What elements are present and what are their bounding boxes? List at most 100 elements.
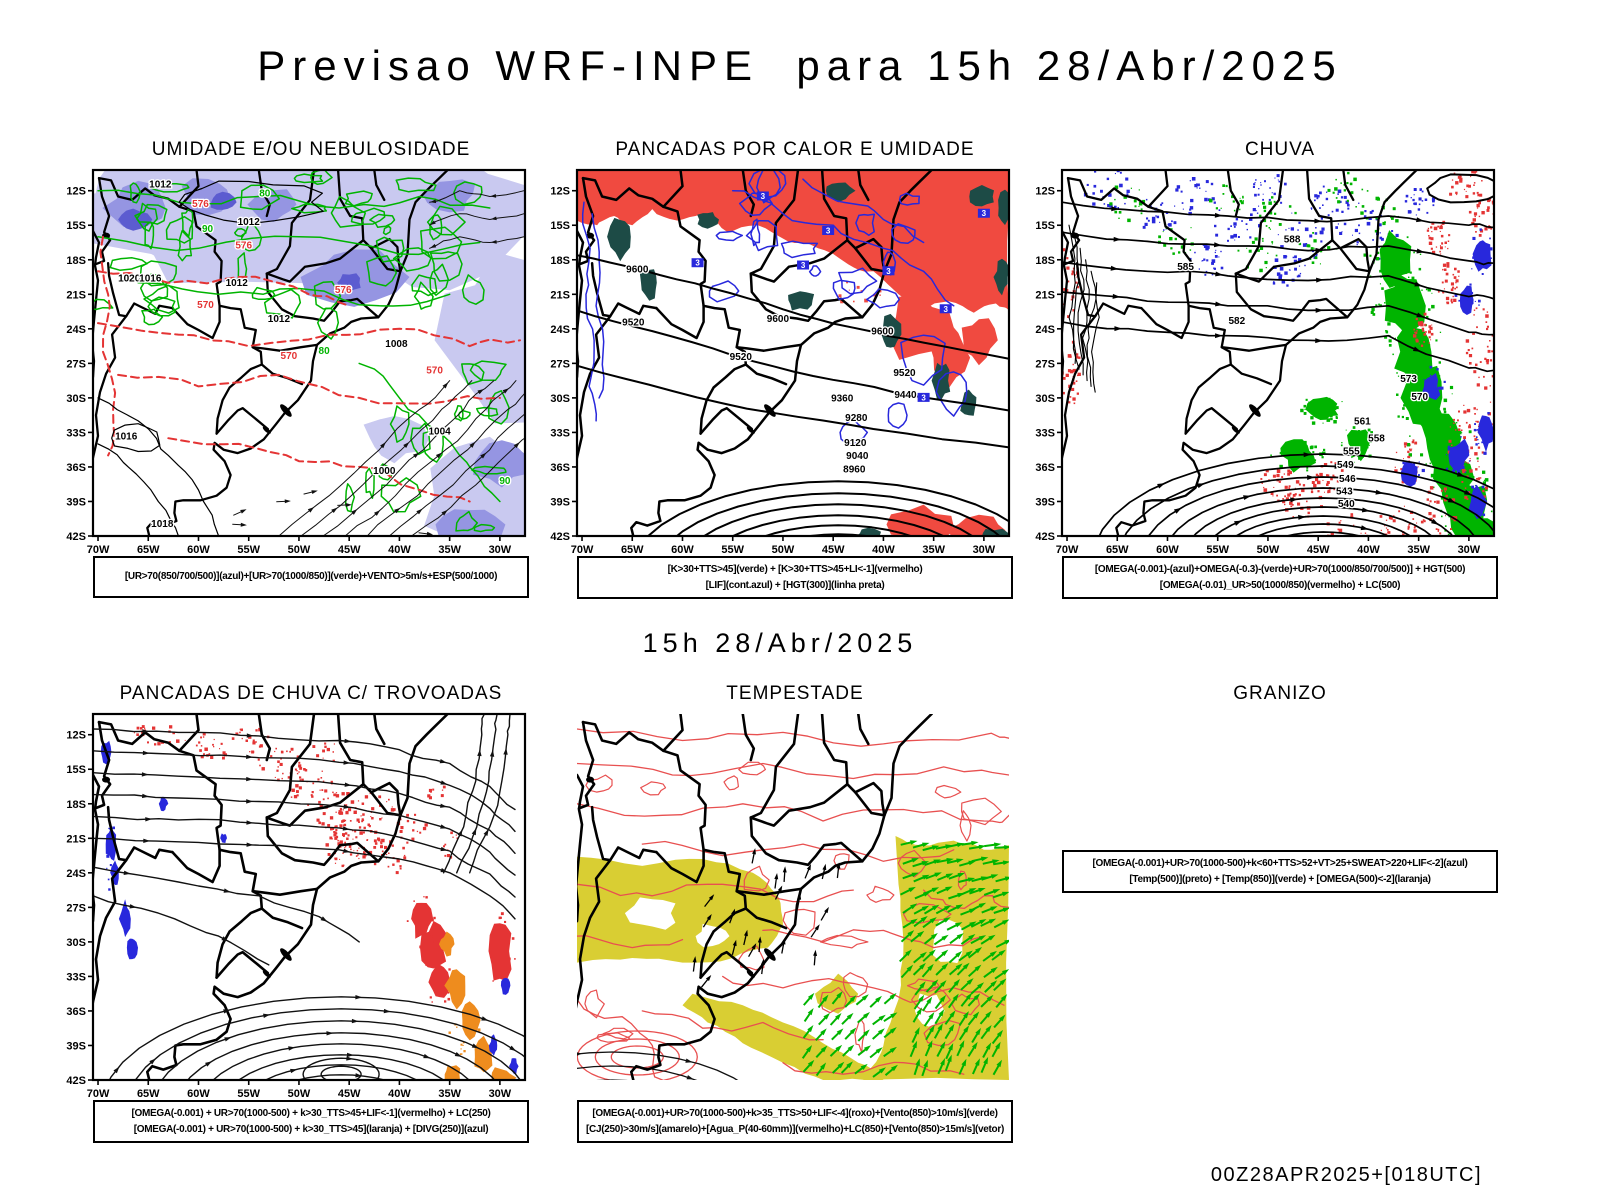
svg-text:33S: 33S <box>1035 427 1055 439</box>
svg-text:570: 570 <box>1411 392 1428 403</box>
panel-tempestade: TEMPESTADE [OMEGA(-0.001)+UR>70(1000-500… <box>547 682 1017 1143</box>
svg-text:1008: 1008 <box>385 339 408 350</box>
svg-text:40W: 40W <box>388 544 411 556</box>
svg-text:9520: 9520 <box>893 368 916 379</box>
svg-text:3: 3 <box>801 261 806 270</box>
legend-trovoadas: [OMEGA(-0.001) + UR>70(1000-500) + k>30_… <box>93 1100 529 1143</box>
panel-title-tempestade: TEMPESTADE <box>726 683 864 704</box>
svg-text:45W: 45W <box>338 544 361 556</box>
svg-text:27S: 27S <box>1035 358 1055 370</box>
svg-text:65W: 65W <box>137 1088 160 1100</box>
svg-text:30S: 30S <box>66 937 86 949</box>
panel-granizo: GRANIZO [OMEGA(-0.001)+UR>70(1000-500)+k… <box>1032 682 1502 893</box>
svg-text:39S: 39S <box>1035 496 1055 508</box>
svg-text:30W: 30W <box>1458 544 1481 556</box>
svg-text:65W: 65W <box>1106 544 1129 556</box>
map-trovoadas: 70W 65W 60W 55W 50W 45W 40W 35W 30W 12S 15S 18S 21S 2… <box>66 712 527 1100</box>
svg-text:1016: 1016 <box>115 431 138 442</box>
legend-line: [UR>70(850/700/500)](azul)+[UR>70(1000/8… <box>124 571 498 583</box>
svg-text:42S: 42S <box>66 1075 86 1087</box>
svg-text:543: 543 <box>1336 487 1353 498</box>
panel-title-granizo: GRANIZO <box>1233 683 1327 704</box>
svg-text:558: 558 <box>1368 434 1385 445</box>
svg-text:27S: 27S <box>550 358 570 370</box>
panel-title-umidade: UMIDADE E/OU NEBULOSIDADE <box>151 139 471 160</box>
legend-line: [LIF](cont.azul) + [HGT(300)](linha pret… <box>705 579 885 591</box>
svg-text:35W: 35W <box>438 544 461 556</box>
svg-text:24S: 24S <box>66 868 86 880</box>
svg-text:60W: 60W <box>187 1088 210 1100</box>
svg-text:35W: 35W <box>438 1088 461 1100</box>
svg-text:30W: 30W <box>489 544 512 556</box>
footer-runtime: 00Z28APR2025+[018UTC] <box>1210 1164 1482 1186</box>
svg-text:90: 90 <box>202 224 214 235</box>
svg-text:585: 585 <box>1177 262 1194 273</box>
svg-text:40W: 40W <box>388 1088 411 1100</box>
svg-text:1016: 1016 <box>139 274 162 285</box>
svg-text:8960: 8960 <box>843 465 866 476</box>
svg-text:21S: 21S <box>66 289 86 301</box>
svg-text:1012: 1012 <box>149 179 172 190</box>
svg-text:12S: 12S <box>66 186 86 198</box>
legend-line: [OMEGA(-0.001)-(azul)+OMEGA(-0.3)-(verde… <box>1094 564 1466 575</box>
svg-text:40W: 40W <box>872 544 895 556</box>
svg-text:30S: 30S <box>66 393 86 405</box>
svg-text:36S: 36S <box>66 1006 86 1018</box>
svg-text:60W: 60W <box>671 544 694 556</box>
legend-line: [OMEGA(-0.001) + UR>70(1000-500) + k>30_… <box>133 1123 489 1135</box>
svg-text:9520: 9520 <box>622 317 645 328</box>
svg-text:45W: 45W <box>338 1088 361 1100</box>
map-tempestade <box>577 714 1009 1080</box>
svg-text:30S: 30S <box>1035 393 1055 405</box>
svg-text:3: 3 <box>886 267 891 276</box>
svg-text:1020: 1020 <box>118 274 141 285</box>
legend-pancadas-calor: [K>30+TTS>45](verde) + [K>30+TTS>45+LI<-… <box>577 556 1013 599</box>
main-title: Previsao WRF-INPE para 15h 28/Abr/2025 <box>257 42 1343 90</box>
legend-granizo: [OMEGA(-0.001)+UR>70(1000-500)+k<60+TTS>… <box>1062 850 1498 893</box>
svg-text:9040: 9040 <box>846 451 869 462</box>
svg-text:42S: 42S <box>1035 531 1055 543</box>
svg-text:3: 3 <box>826 227 831 236</box>
svg-text:55W: 55W <box>1206 544 1229 556</box>
svg-text:50W: 50W <box>1257 544 1280 556</box>
svg-text:1000: 1000 <box>373 466 396 477</box>
svg-text:570: 570 <box>426 366 443 377</box>
svg-text:39S: 39S <box>66 1040 86 1052</box>
svg-text:540: 540 <box>1338 499 1355 510</box>
map-pancadas-calor: 9600 9520 9600 9520 9600 9520 9440 9360 9280 9120… <box>550 168 1011 556</box>
svg-text:24S: 24S <box>66 324 86 336</box>
map-granizo <box>1032 708 1332 858</box>
panel-title-pancadas-calor: PANCADAS POR CALOR E UMIDADE <box>615 139 975 160</box>
svg-text:15S: 15S <box>550 220 570 232</box>
svg-text:1004: 1004 <box>428 427 451 438</box>
svg-text:55W: 55W <box>237 1088 260 1100</box>
svg-text:24S: 24S <box>550 324 570 336</box>
panel-trovoadas: PANCADAS DE CHUVA C/ TROVOADAS 70W 65W 60W… <box>63 682 533 1143</box>
svg-text:9600: 9600 <box>871 327 894 338</box>
svg-text:45W: 45W <box>822 544 845 556</box>
svg-text:42S: 42S <box>550 531 570 543</box>
svg-text:1012: 1012 <box>268 314 291 325</box>
svg-text:55W: 55W <box>721 544 744 556</box>
svg-text:12S: 12S <box>66 730 86 742</box>
svg-text:570: 570 <box>197 300 214 311</box>
svg-text:45W: 45W <box>1307 544 1330 556</box>
svg-text:9600: 9600 <box>626 264 649 275</box>
svg-text:39S: 39S <box>66 496 86 508</box>
svg-text:70W: 70W <box>87 1088 110 1100</box>
svg-text:60W: 60W <box>1156 544 1179 556</box>
svg-text:12S: 12S <box>1035 186 1055 198</box>
svg-text:3: 3 <box>943 305 948 314</box>
svg-text:27S: 27S <box>66 358 86 370</box>
svg-text:30W: 30W <box>973 544 996 556</box>
legend-line: [CJ(250)>30m/s](amarelo)+[Agua_P(40-60mm… <box>586 1123 1004 1135</box>
svg-text:65W: 65W <box>621 544 644 556</box>
svg-text:18S: 18S <box>1035 255 1055 267</box>
svg-text:36S: 36S <box>1035 462 1055 474</box>
svg-text:582: 582 <box>1228 316 1245 327</box>
svg-text:70W: 70W <box>1056 544 1079 556</box>
legend-line: [OMEGA(-0.01)_UR>50(1000/850)(vermelho) … <box>1159 579 1401 591</box>
panel-chuva: CHUVA 588 585 582 573 570 561 558 555 549 546 543 5… <box>1032 138 1502 599</box>
